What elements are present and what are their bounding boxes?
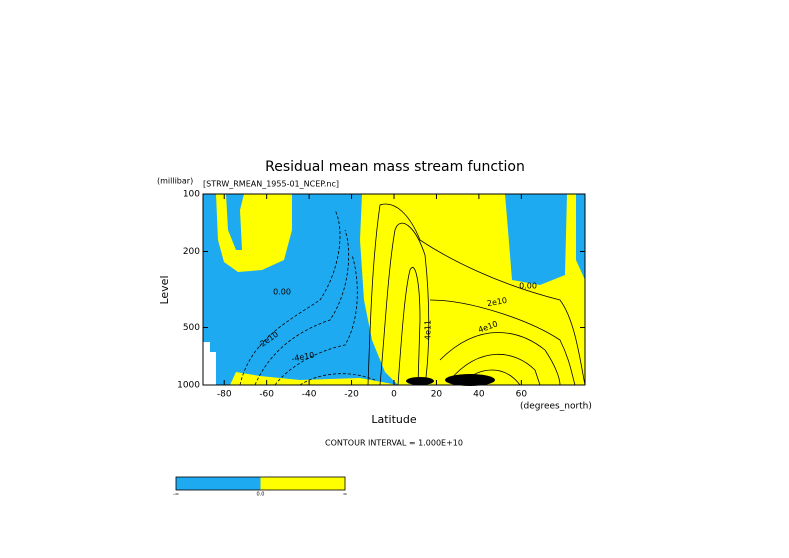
contour-label: 0.00 (273, 288, 291, 297)
y-tick-label: 100 (183, 190, 200, 200)
contour-label: 0.00 (519, 282, 537, 291)
missing-region (203, 342, 216, 385)
x-unit-label: (degrees_north) (520, 402, 592, 412)
contour-line (239, 209, 341, 386)
plot-fill (203, 194, 585, 385)
contour-label: -4e10 (291, 351, 315, 364)
contour-line (449, 353, 541, 386)
contour-lines (239, 203, 586, 386)
y-tick-label: 1000 (177, 381, 200, 391)
x-tick-label: -20 (344, 390, 359, 400)
contour-line (429, 299, 576, 386)
colorbar-tick-label: -∞ (173, 492, 179, 498)
contour-line (367, 203, 421, 386)
contour-label: 2e10 (486, 296, 507, 308)
contour-line (379, 222, 430, 386)
contour-line (274, 254, 358, 386)
positive-region (360, 194, 585, 385)
x-tick-label: 0 (391, 390, 397, 400)
contour-cluster (445, 374, 495, 386)
contour-label: 4e11 (424, 320, 433, 340)
x-tick-label: 40 (473, 390, 485, 400)
contour-line (254, 229, 350, 386)
x-tick-label: 60 (516, 390, 528, 400)
contour-line (439, 332, 561, 386)
x-tick-label: -60 (259, 390, 274, 400)
y-unit-label: (millibar) (157, 177, 193, 186)
x-tick-label: -40 (302, 390, 317, 400)
y-axis-label: Level (158, 275, 171, 304)
colorbar-swatch (260, 477, 345, 490)
positive-region (216, 194, 292, 272)
x-tick-label: 20 (431, 390, 443, 400)
colorbar-tick-label: ∞ (343, 492, 347, 498)
contour-line (419, 239, 586, 386)
x-tick-label: -80 (217, 390, 232, 400)
contour-line (397, 267, 421, 386)
subtitle: [STRW_RMEAN_1955-01_NCEP.nc] (203, 180, 339, 189)
colorbar-swatch (176, 477, 261, 490)
x-axis-label: Latitude (371, 413, 417, 426)
contour-interval-note: CONTOUR INTERVAL = 1.000E+10 (325, 439, 463, 448)
colorbar-tick-label: 0.0 (257, 492, 265, 498)
y-tick-label: 500 (183, 323, 200, 333)
chart-title: Residual mean mass stream function (265, 159, 525, 175)
positive-region (230, 372, 398, 385)
y-tick-label: 200 (183, 247, 200, 257)
contour-cluster (406, 377, 434, 385)
colorbar-frame (175, 476, 346, 491)
